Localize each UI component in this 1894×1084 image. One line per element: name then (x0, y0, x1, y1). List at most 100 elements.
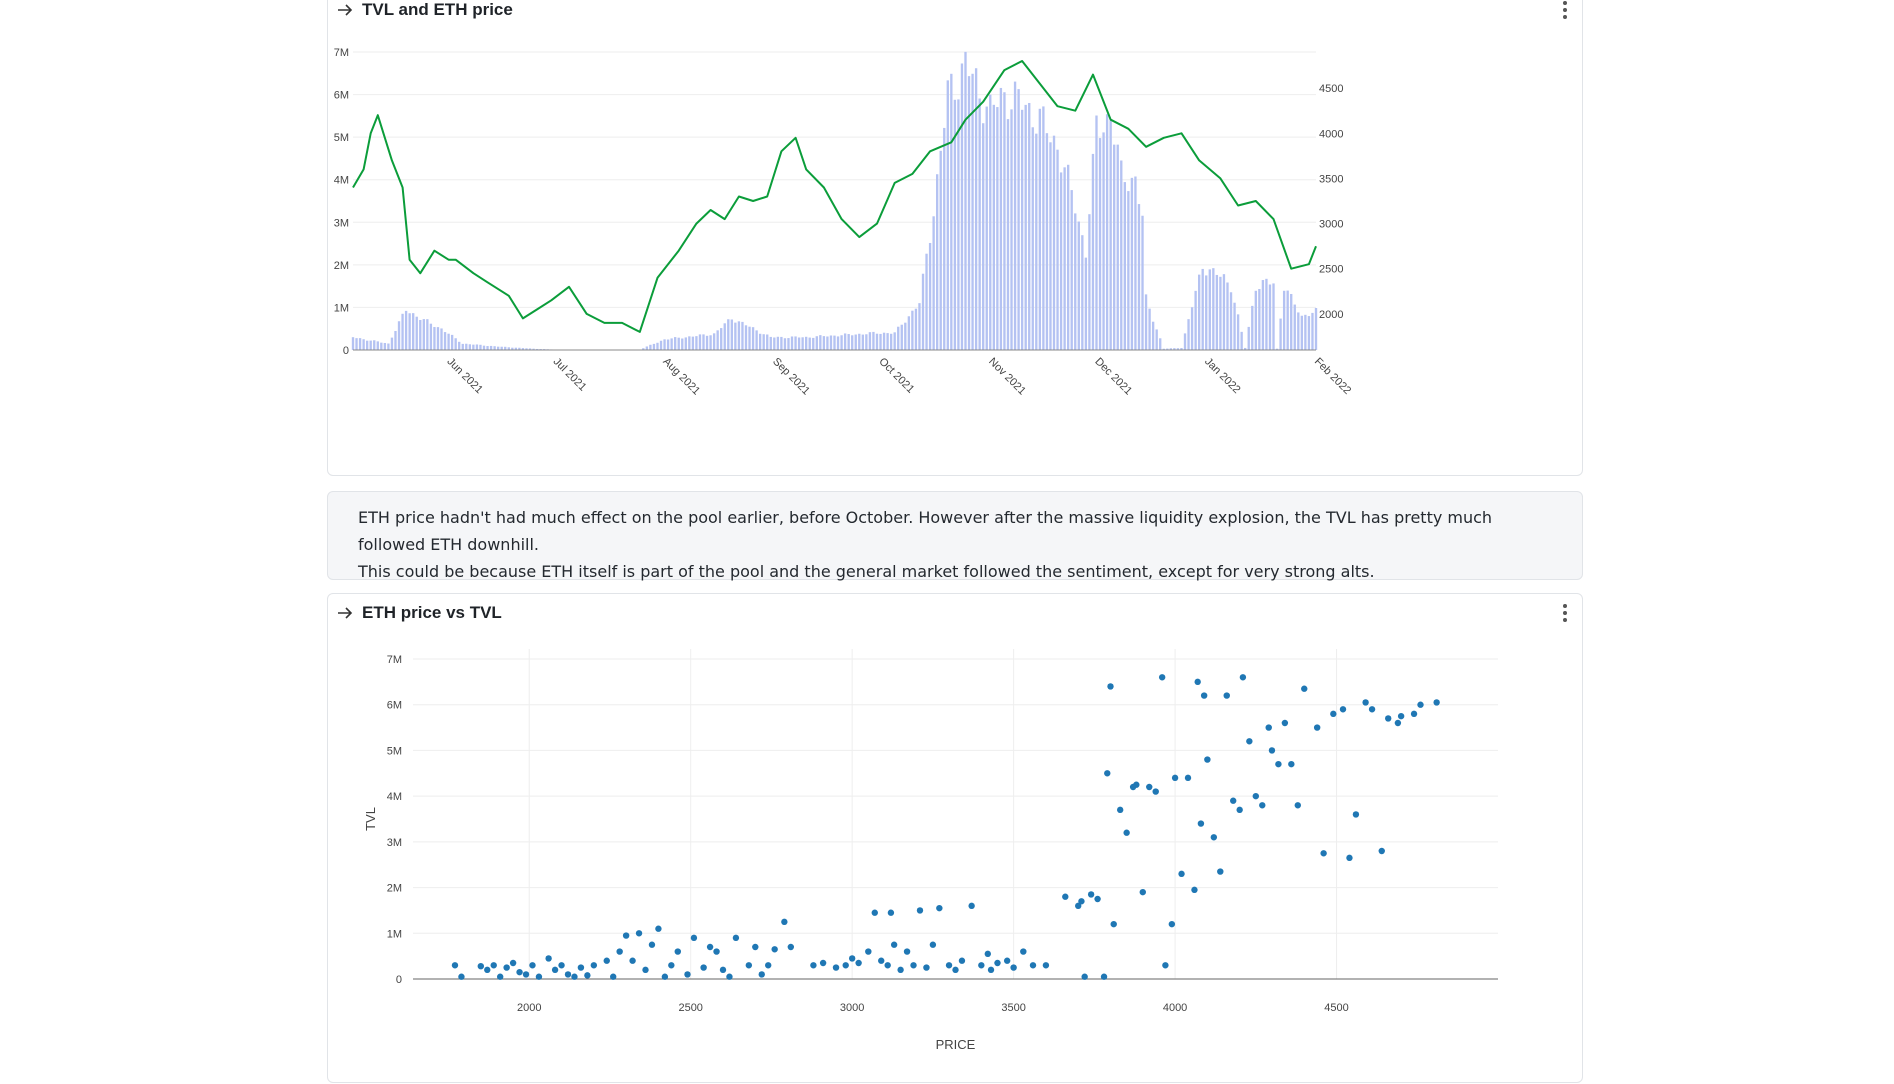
tvl-bar (493, 346, 495, 350)
tvl-bar (1219, 277, 1221, 350)
tvl-bar (709, 335, 711, 350)
scatter-point (1240, 674, 1246, 680)
scatter-point (843, 962, 849, 968)
scatter-point (1191, 887, 1197, 893)
tvl-bar (957, 99, 959, 350)
scatter-point (726, 974, 732, 980)
scatter-point (629, 958, 635, 964)
scatter-point (759, 971, 765, 977)
tvl-bar (1134, 177, 1136, 350)
tvl-bar (653, 344, 655, 350)
tvl-bar (370, 341, 372, 350)
scatter-point (968, 903, 974, 909)
tvl-bar (1010, 109, 1012, 350)
tvl-bar (377, 341, 379, 350)
tvl-bar (366, 341, 368, 350)
tvl-bar (1071, 190, 1073, 350)
x-tick-label: 4000 (1163, 1002, 1187, 1014)
scatter-point (1330, 711, 1336, 717)
scatter-point (1259, 802, 1265, 808)
tvl-bar (649, 345, 651, 350)
scatter-point (872, 910, 878, 916)
y-left-tick-label: 5M (334, 132, 349, 144)
tvl-bar (440, 328, 442, 350)
tvl-bar (759, 334, 761, 350)
scatter-point (516, 969, 522, 975)
x-tick-label: Sep 2021 (770, 356, 812, 398)
x-tick-label: Aug 2021 (660, 356, 702, 398)
tvl-bar (1290, 294, 1292, 350)
tvl-bar (978, 99, 980, 350)
tvl-bar (1014, 82, 1016, 350)
scatter-point (707, 944, 713, 950)
tvl-bar (713, 333, 715, 350)
y-tick-label: 7M (387, 654, 402, 666)
tvl-bar (897, 327, 899, 350)
tvl-bar (925, 254, 927, 350)
scatter-point (746, 962, 752, 968)
scatter-point (952, 967, 958, 973)
tvl-bar (1287, 291, 1289, 350)
tvl-bar (777, 337, 779, 350)
tvl-bar (490, 346, 492, 350)
tvl-bar (844, 333, 846, 350)
tvl-bar (908, 316, 910, 350)
y-right-tick-label: 2000 (1319, 309, 1343, 321)
tvl-bar (1060, 172, 1062, 350)
scatter-point (1153, 788, 1159, 794)
scatter-point (503, 964, 509, 970)
tvl-bar (1212, 268, 1214, 350)
scatter-point (536, 974, 542, 980)
scatter-point (584, 972, 590, 978)
scatter-point (497, 974, 503, 980)
tvl-bar (1042, 106, 1044, 350)
x-tick-label: 4500 (1324, 1002, 1348, 1014)
tvl-bar (809, 338, 811, 350)
tvl-bar (961, 63, 963, 350)
scatter-point (910, 962, 916, 968)
scatter-point (1010, 964, 1016, 970)
tvl-bar (447, 334, 449, 350)
tvl-bar (458, 342, 460, 350)
scatter-point (591, 962, 597, 968)
tvl-bar (1067, 165, 1069, 350)
tvl-bar (1156, 329, 1158, 350)
tvl-bar (685, 337, 687, 350)
scatter-point (458, 974, 464, 980)
scatter-point (1169, 921, 1175, 927)
scatter-point (849, 955, 855, 961)
tvl-bar (826, 336, 828, 350)
tvl-bar (1297, 312, 1299, 350)
scatter-point (904, 948, 910, 954)
scatter-point (994, 960, 1000, 966)
scatter-point (1104, 770, 1110, 776)
tvl-bar (1198, 275, 1200, 350)
tvl-bar (1258, 289, 1260, 350)
tvl-bar (465, 344, 467, 350)
tvl-bar (741, 322, 743, 350)
tvl-bar (483, 346, 485, 350)
tvl-bar (1141, 216, 1143, 350)
tvl-bar (1109, 120, 1111, 350)
tvl-bar (791, 336, 793, 350)
scatter-point (891, 942, 897, 948)
scatter-point (684, 971, 690, 977)
tvl-bar (384, 343, 386, 350)
x-axis-label: PRICE (936, 1037, 976, 1052)
tvl-bar (794, 336, 796, 350)
tvl-bar (1315, 308, 1317, 350)
tvl-bar (936, 174, 938, 350)
tvl-bar (1131, 178, 1133, 350)
scatter-point (510, 960, 516, 966)
tvl-bar (1003, 92, 1005, 350)
tvl-bar (929, 243, 931, 350)
scatter-point (765, 962, 771, 968)
scatter-point (1172, 775, 1178, 781)
tvl-bar (1265, 279, 1267, 350)
scatter-point (1162, 962, 1168, 968)
scatter-point (820, 960, 826, 966)
note-line-1: ETH price hadn't had much effect on the … (358, 504, 1562, 558)
scatter-point (1117, 807, 1123, 813)
tvl-bar (1209, 269, 1211, 350)
y-axis-label: TVL (363, 807, 378, 831)
